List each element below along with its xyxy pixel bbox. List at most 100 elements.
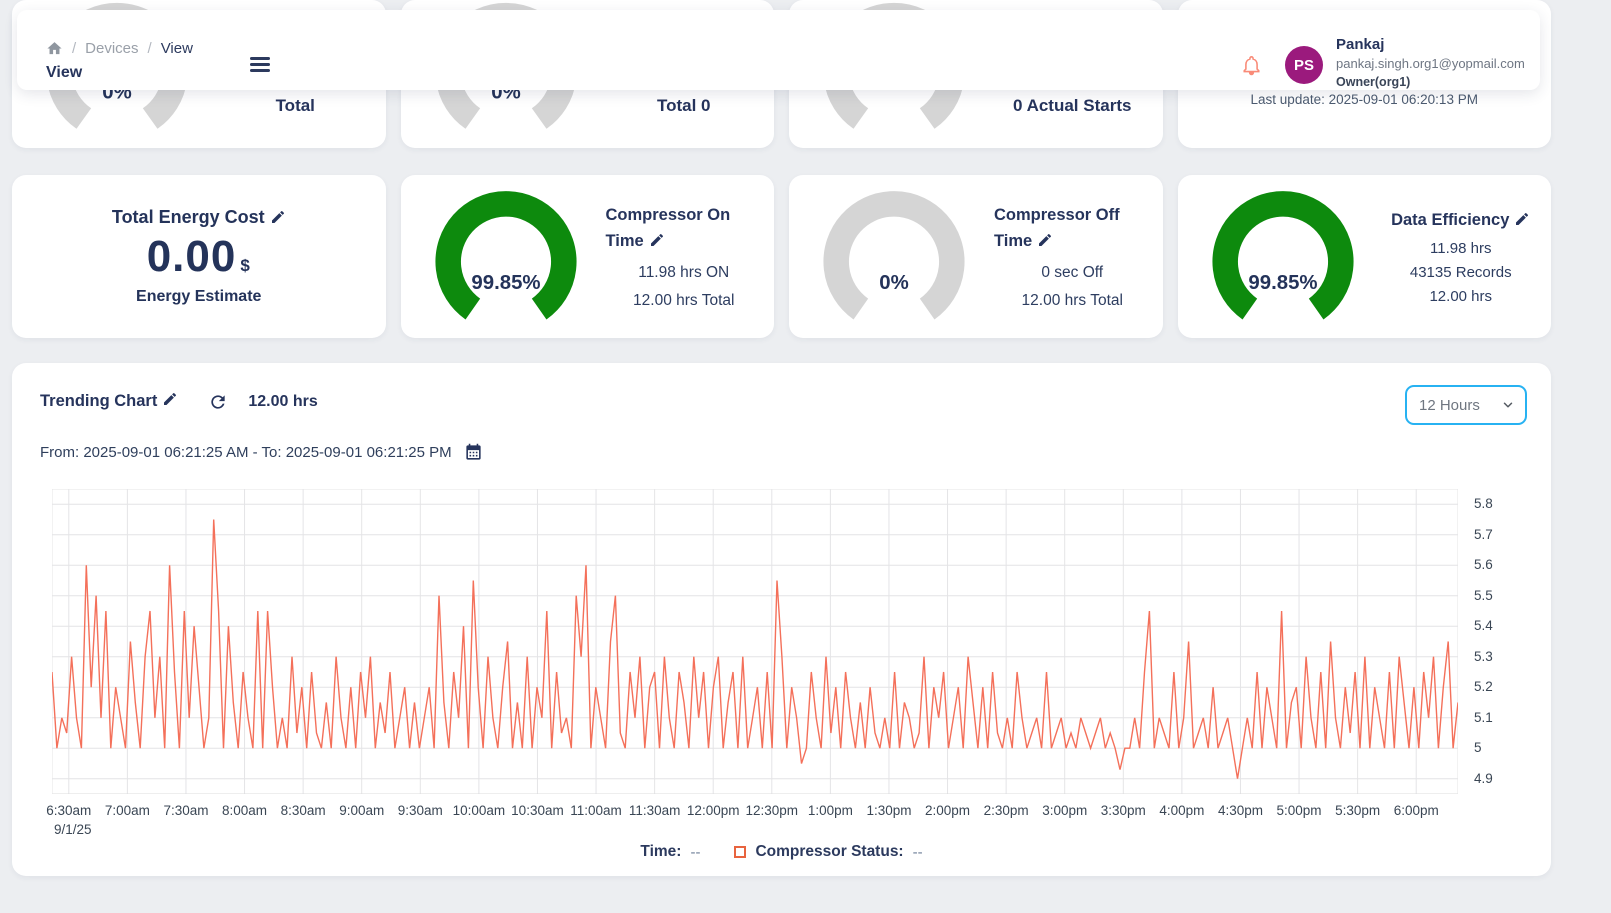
y-tick-label: 5.1 (1474, 709, 1493, 725)
gauge-value-label: 0% (879, 272, 908, 294)
calendar-icon[interactable] (464, 443, 483, 462)
chevron-down-icon (1503, 402, 1513, 408)
card-title-row: Data Efficiency (1391, 208, 1530, 234)
edit-icon[interactable] (649, 232, 665, 253)
gauge-compressor-on: 99.85% (421, 180, 591, 333)
gauge-arc-svg: 99.85% (1211, 191, 1354, 320)
x-tick-label: 7:00am (104, 803, 150, 818)
y-tick-label: 4.9 (1474, 770, 1493, 786)
home-icon[interactable] (46, 40, 63, 57)
edit-icon[interactable] (270, 209, 286, 230)
chart-duration: 12.00 hrs (248, 392, 318, 410)
legend-time-value: -- (690, 843, 701, 861)
user-info[interactable]: Pankaj pankaj.singh.org1@yopmail.com Own… (1336, 37, 1525, 89)
x-tick-label: 8:00am (222, 803, 268, 818)
date-range-text: From: 2025-09-01 06:21:25 AM - To: 2025-… (40, 444, 452, 461)
energy-cost-value: 0.00 $ (147, 232, 251, 283)
legend-status-value: -- (912, 843, 923, 861)
x-tick-label: 9:00am (339, 803, 385, 818)
x-tick-label: 10:00am (452, 803, 506, 818)
trend-line-chart-plot[interactable] (52, 489, 1458, 794)
x-tick-label: 11:00am (570, 803, 622, 818)
last-update-text: Last update: 2025-09-01 06:20:13 PM (1250, 92, 1478, 107)
legend-status-label: Compressor Status: (755, 843, 904, 860)
stat-line: 12.00 hrs Total (633, 292, 735, 310)
x-tick-label: 5:30pm (1335, 803, 1381, 818)
trending-chart-header: Trending Chart 12.00 hrs (40, 391, 318, 412)
stat-line: 11.98 hrs (1430, 240, 1492, 258)
trend-line-svg (52, 489, 1458, 794)
user-email: pankaj.singh.org1@yopmail.com (1336, 56, 1525, 71)
date-range-row: From: 2025-09-01 06:21:25 AM - To: 2025-… (40, 443, 483, 462)
edit-icon[interactable] (1514, 211, 1530, 232)
x-tick-label: 1:00pm (807, 803, 853, 818)
stat-line: 43135 Records (1409, 264, 1512, 282)
legend-time-label: Time: (640, 843, 682, 860)
stat-line: 11.98 hrs ON (638, 264, 730, 282)
trending-chart-title: Trending Chart (40, 392, 158, 410)
x-tick-label: 4:30pm (1217, 803, 1263, 818)
x-axis-labels: 6:30am 7:00am 7:30am 8:00am 8:30am 9:00am 9:30… (46, 803, 1458, 819)
x-tick-label: 6:00pm (1393, 803, 1439, 818)
y-tick-label: 5.8 (1474, 496, 1493, 512)
user-role: Owner(org1) (1336, 75, 1411, 89)
gauge-value-label: 99.85% (1248, 272, 1317, 294)
card-title: Compressor Off Time (994, 205, 1120, 250)
breadcrumb: / Devices / View (46, 40, 193, 57)
card-text-block: Compressor Off Time 0 sec Off 12.00 hrs … (994, 175, 1151, 338)
card-stat-text: 0 Actual Starts (1013, 96, 1132, 115)
card-text-block: Compressor On Time 11.98 hrs ON 12.00 hr… (606, 175, 763, 338)
y-tick-label: 5.2 (1474, 679, 1493, 695)
x-tick-label: 4:00pm (1159, 803, 1205, 818)
page-title: View (46, 64, 83, 81)
menu-toggle-icon[interactable] (250, 57, 270, 76)
stat-cards-row: Total Energy Cost 0.00 $ Energy Estimate … (12, 175, 1551, 338)
x-tick-label: 10:30am (511, 803, 564, 818)
x-tick-label: 2:30pm (983, 803, 1029, 818)
compressor-on-time-card: 99.85% Compressor On Time 11.98 hrs ON 1… (400, 175, 774, 338)
x-tick-label: 2:00pm (925, 803, 971, 818)
user-name: Pankaj (1336, 36, 1385, 53)
stat-line: 12.00 hrs (1429, 288, 1493, 306)
app-header: / Devices / View View PS Pankaj pankaj.s… (17, 10, 1540, 90)
y-tick-label: 5.3 (1474, 648, 1493, 664)
total-energy-cost-card: Total Energy Cost 0.00 $ Energy Estimate (12, 175, 386, 338)
chart-legend: Time: -- Compressor Status: -- (12, 843, 1551, 861)
notifications-bell-icon[interactable] (1241, 54, 1262, 82)
card-title: Compressor On Time (605, 205, 731, 250)
x-tick-label: 12:30pm (745, 803, 799, 818)
x-tick-label: 9:30am (397, 803, 443, 818)
x-tick-label: 8:30am (280, 803, 326, 818)
x-tick-label: 1:30pm (866, 803, 912, 818)
breadcrumb-item-devices[interactable]: Devices (85, 40, 139, 57)
energy-estimate-label: Energy Estimate (136, 288, 262, 306)
edit-icon[interactable] (1037, 232, 1053, 253)
card-stat-text: Total (275, 96, 315, 115)
y-tick-label: 5 (1474, 740, 1482, 756)
y-axis-labels: 5.8 5.7 5.6 5.5 5.4 5.3 5.2 5.1 5 4.9 (1464, 489, 1508, 794)
interval-select[interactable]: 12 Hours (1405, 385, 1527, 425)
trend-line-series (52, 519, 1458, 779)
x-tick-label: 12:00pm (686, 803, 740, 818)
gauge-value-label: 99.85% (471, 272, 540, 294)
legend-series-swatch (734, 846, 747, 858)
stat-line: 12.00 hrs Total (1021, 292, 1123, 310)
user-avatar[interactable]: PS (1285, 46, 1323, 84)
card-title-row: Compressor Off Time (994, 203, 1151, 254)
card-title: Total Energy Cost (111, 206, 265, 227)
y-tick-label: 5.4 (1474, 618, 1493, 634)
gauge-compressor-off: 0% (809, 180, 979, 333)
breadcrumb-separator: / (72, 40, 77, 57)
gauge-arc-svg: 99.85% (434, 191, 577, 320)
trending-chart-card: Trending Chart 12.00 hrs 12 Hours From: … (12, 363, 1551, 876)
gauge-data-efficiency: 99.85% (1198, 180, 1368, 333)
x-tick-label: 3:00pm (1042, 803, 1088, 818)
card-text-block: Data Efficiency 11.98 hrs 43135 Records … (1383, 175, 1540, 338)
edit-icon[interactable] (162, 391, 178, 412)
x-tick-label: 7:30am (163, 803, 209, 818)
refresh-icon[interactable] (208, 392, 228, 412)
x-tick-label: 5:00pm (1276, 803, 1322, 818)
y-tick-label: 5.7 (1474, 526, 1493, 542)
currency-unit: $ (240, 255, 251, 275)
